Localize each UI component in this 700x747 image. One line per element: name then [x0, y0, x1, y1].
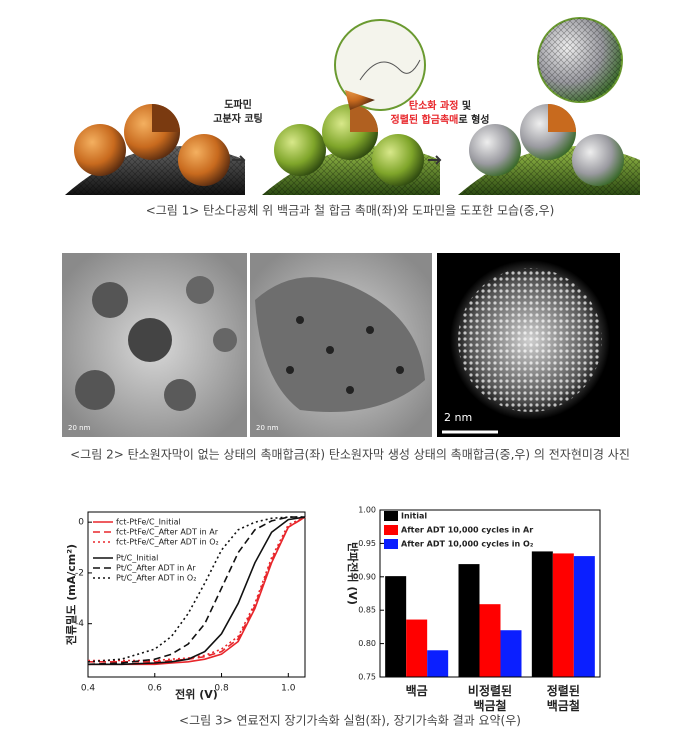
step2-label: 정렬된 합금촉매로 형성 — [391, 113, 490, 126]
y-tick-label: 0.80 — [358, 639, 376, 648]
figure1-art — [65, 17, 640, 195]
x-tick-label: 0.6 — [148, 684, 163, 694]
label-part: 탄소화 과정 — [409, 99, 458, 112]
y-tick-label: 0.95 — [358, 539, 376, 548]
y-axis-label: 전류밀도 (mA/cm²) — [64, 544, 78, 645]
y-tick-label: 0.85 — [358, 606, 376, 615]
step2-label: 탄소화 과정 및 — [409, 99, 471, 112]
legend-label: After ADT 10,000 cycles in Ar — [401, 526, 533, 535]
legend-label: fct-PtFe/C_After ADT in O₂ — [116, 538, 219, 547]
line-series — [87, 516, 305, 663]
legend-swatch — [384, 511, 398, 521]
x-tick-label: 1.0 — [281, 684, 296, 694]
caption: <그림 2> 탄소원자막이 없는 상태의 촉매합금(좌) 탄소원자막 생성 상태… — [70, 448, 630, 462]
caption: <그림 3> 연료전지 장기가속화 실험(좌), 장기가속화 결과 요약(우) — [179, 713, 521, 728]
bar — [500, 630, 522, 677]
legend-label: fct-PtFe/C_After ADT in Ar — [116, 528, 219, 537]
x-tick-label: 0.4 — [81, 684, 96, 694]
scale-label: 2 nm — [444, 411, 472, 424]
y-tick-label: 0 — [78, 518, 84, 528]
line-series — [88, 516, 306, 666]
bar — [385, 576, 407, 677]
y-axis-label: 반파전위 (V) — [346, 542, 360, 605]
legend-swatch — [384, 539, 398, 549]
legend-label: Pt/C_After ADT in O₂ — [116, 574, 196, 583]
y-tick-label: 1.00 — [358, 506, 376, 515]
x-axis-label: 전위 (V) — [175, 687, 218, 701]
bar — [479, 604, 501, 677]
legend-label: Initial — [401, 512, 427, 521]
label-part: 및 — [458, 100, 471, 112]
label-part: 정렬된 합금촉매 — [391, 113, 459, 126]
step1-label: 도파민 — [224, 98, 252, 111]
plot-frame — [87, 511, 306, 678]
caption: <그림 1> 탄소다공체 위 백금과 철 합금 촉매(좌)와 도파민을 도포한 … — [146, 204, 555, 218]
y-tick-label: -4 — [75, 619, 84, 629]
y-tick-label: 0.90 — [358, 572, 376, 581]
bar — [427, 650, 449, 677]
scale-label: 20 nm — [68, 424, 91, 432]
bar — [552, 553, 574, 677]
x-tick-label: 비정렬된 백금철 — [468, 683, 512, 713]
y-tick-label: -2 — [75, 568, 84, 578]
x-tick-label: 백금 — [406, 683, 428, 698]
legend-label: Pt/C_After ADT in Ar — [116, 564, 196, 573]
step1-label: 고분자 코팅 — [213, 112, 262, 125]
legend-swatch — [384, 525, 398, 535]
legend-label: After ADT 10,000 cycles in O₂ — [401, 540, 534, 549]
bar — [458, 564, 480, 677]
y-tick-label: 0.75 — [358, 673, 376, 682]
legend-label: Pt/C_Initial — [116, 554, 158, 563]
line-series — [88, 516, 306, 663]
x-tick-label: 0.8 — [214, 684, 229, 694]
scale-label: 20 nm — [256, 424, 279, 432]
bar — [406, 619, 428, 677]
figure2-art — [62, 253, 620, 437]
bar — [531, 551, 553, 677]
line-series — [87, 516, 305, 666]
legend-label: fct-PtFe/C_Initial — [116, 518, 181, 527]
label-part: 로 형성 — [458, 113, 489, 126]
bar — [573, 556, 595, 677]
plot-frame — [379, 509, 601, 678]
line-series — [88, 516, 306, 666]
x-tick-label: 정렬된 백금철 — [547, 683, 580, 713]
